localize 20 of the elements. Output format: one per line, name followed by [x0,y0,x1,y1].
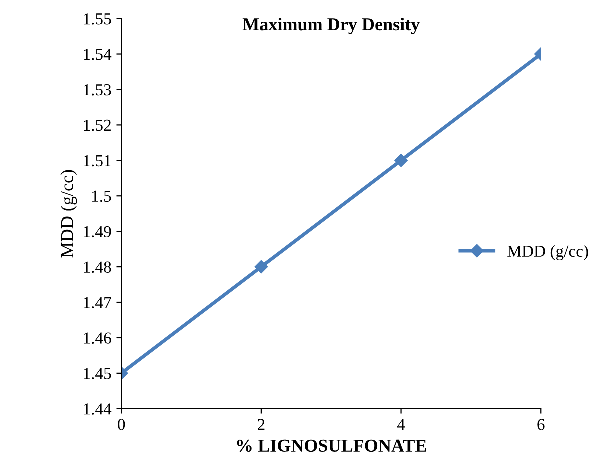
y-axis-title: MDD (g/cc) [60,170,78,258]
x-axis-title: % LIGNOSULFONATE [237,440,426,452]
y-tick-label: 1.55 [84,14,112,25]
y-tick-label: 1.45 [84,368,112,380]
chart-title: Maximum Dry Density [242,18,420,34]
x-tick-label: 2 [258,419,265,430]
x-tick-label: 0 [118,419,126,430]
y-tick-label: 1.53 [84,84,112,96]
y-tick-label: 1.51 [84,155,111,167]
y-tick-label: 1.52 [84,120,111,132]
legend-label: MDD (g/cc) [508,245,588,260]
y-tick-label: 1.5 [92,190,112,202]
x-tick-label: 4 [397,419,406,430]
y-tick-label: 1.46 [84,332,112,344]
y-tick-label: 1.49 [84,226,112,238]
y-tick-label: 1.54 [84,49,112,60]
x-tick-label: 6 [538,419,545,430]
y-tick-label: 1.48 [84,262,112,274]
y-tick-label: 1.47 [84,297,112,309]
y-tick-label: 1.44 [84,404,112,415]
